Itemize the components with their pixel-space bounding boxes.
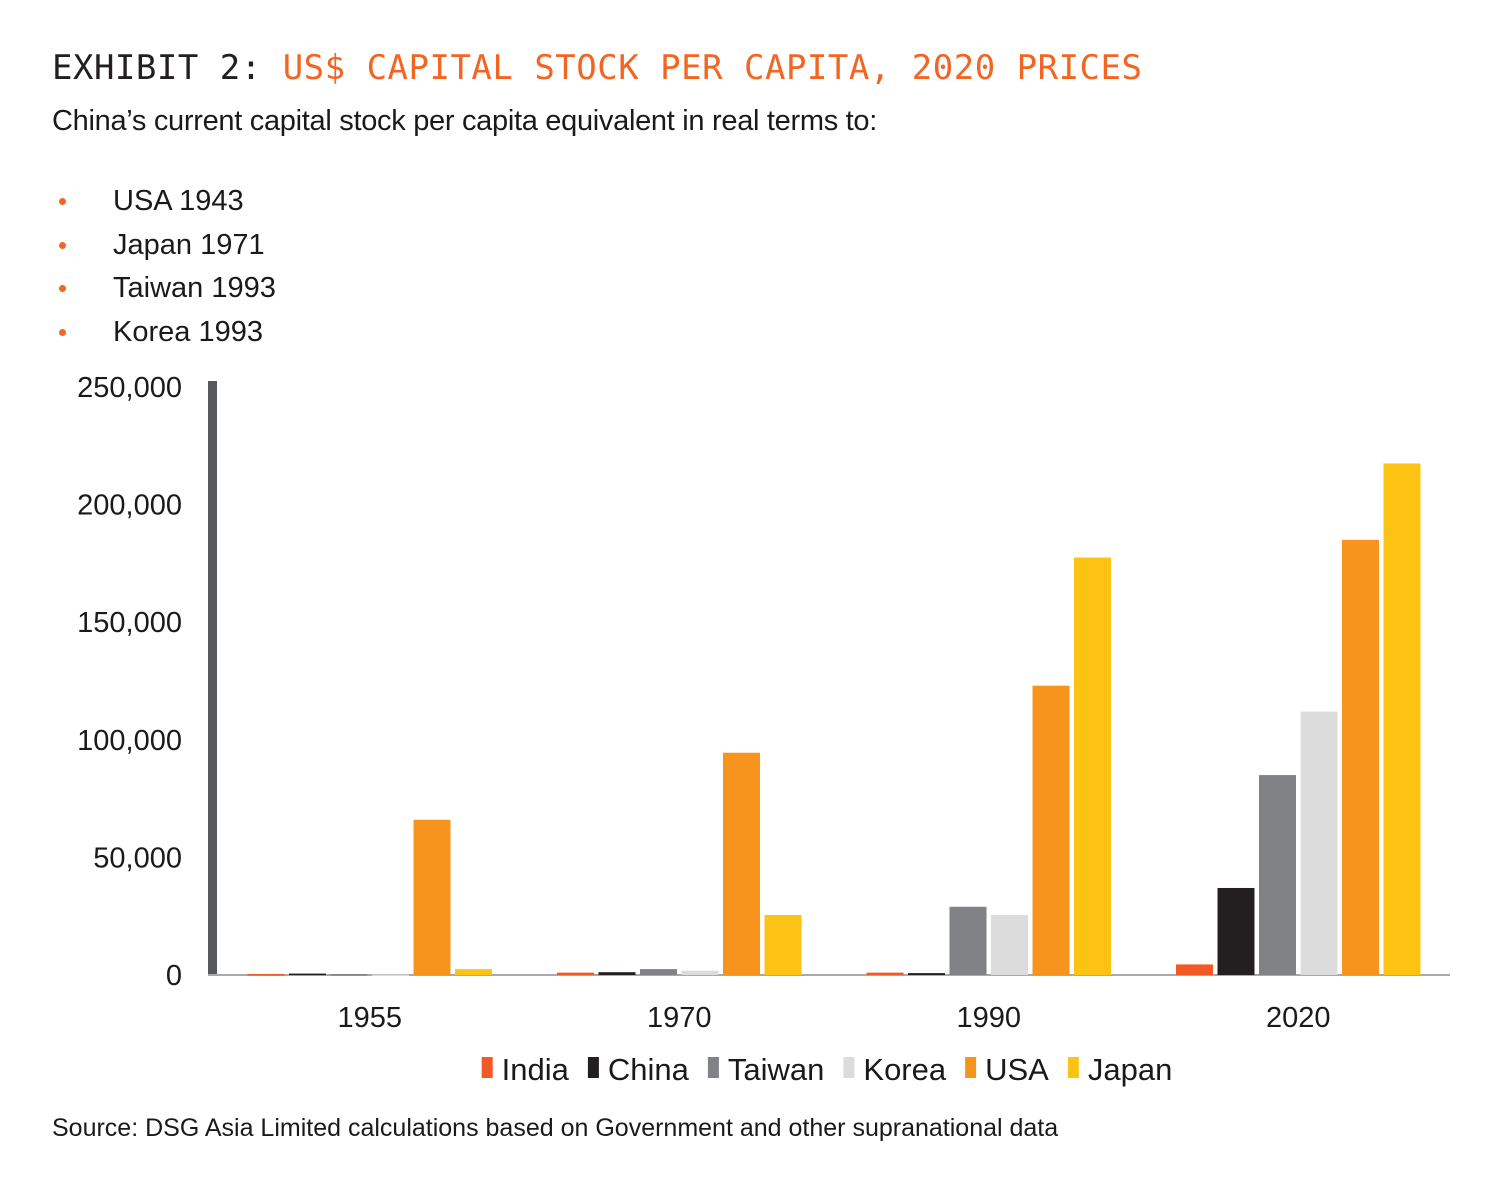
- bar-china-1990: [908, 973, 945, 975]
- bullet-text: Taiwan 1993: [113, 272, 276, 305]
- legend-swatch-taiwan: [707, 1057, 719, 1078]
- bar-china-1970: [598, 972, 636, 975]
- bar-china-1955: [289, 973, 326, 976]
- bullet-dot-icon: [59, 285, 66, 293]
- x-tick-label: 1970: [647, 1002, 712, 1034]
- bar-usa-1955: [413, 819, 451, 975]
- bar-taiwan-1990: [949, 906, 987, 975]
- y-tick-label: 250,000: [77, 372, 182, 404]
- bullet-item: Korea 1993: [55, 311, 276, 355]
- bar-japan-1990: [1074, 557, 1111, 975]
- bullet-text: Japan 1971: [113, 228, 265, 261]
- legend-label: USA: [985, 1052, 1049, 1087]
- x-tick-label: 1990: [956, 1002, 1021, 1034]
- bar-china-2020: [1217, 887, 1255, 975]
- y-tick-label: 200,000: [77, 490, 182, 522]
- y-tick-label: 100,000: [77, 725, 182, 757]
- bar-usa-1970: [723, 752, 760, 975]
- bullet-text: USA 1943: [113, 185, 244, 218]
- bullet-dot-icon: [59, 241, 66, 249]
- source-note: Source: DSG Asia Limited calculations ba…: [52, 1114, 1059, 1142]
- x-tick-label: 1955: [337, 1002, 402, 1034]
- legend-label: Japan: [1088, 1052, 1172, 1087]
- bar-india-1990: [866, 972, 904, 975]
- bar-taiwan-1955: [330, 974, 368, 976]
- legend-swatch-korea: [843, 1057, 855, 1078]
- bullet-dot-icon: [59, 328, 66, 336]
- legend-swatch-china: [587, 1057, 599, 1078]
- bar-india-1970: [557, 972, 594, 975]
- bar-japan-1955: [455, 969, 492, 975]
- exhibit-label: EXHIBIT 2:: [52, 48, 262, 88]
- bullet-item: Taiwan 1993: [55, 267, 276, 311]
- y-tick-label: 50,000: [93, 842, 182, 874]
- legend-swatch-japan: [1067, 1057, 1079, 1078]
- title-text: US$ CAPITAL STOCK PER CAPITA, 2020 PRICE…: [282, 48, 1143, 88]
- bullet-dot-icon: [59, 198, 66, 206]
- bar-usa-1990: [1032, 685, 1070, 975]
- legend-label: Korea: [863, 1052, 946, 1087]
- bullet-item: Japan 1971: [55, 224, 276, 268]
- bar-japan-2020: [1383, 463, 1421, 975]
- bar-korea-2020: [1300, 711, 1338, 975]
- bar-india-2020: [1176, 964, 1213, 975]
- bullet-item: USA 1943: [55, 180, 276, 224]
- bar-korea-1990: [991, 915, 1028, 975]
- bar-korea-1970: [681, 970, 719, 975]
- y-axis-line: [208, 381, 217, 976]
- bar-taiwan-2020: [1259, 775, 1296, 975]
- bar-taiwan-1970: [640, 969, 677, 975]
- bar-india-1955: [247, 974, 285, 976]
- bullet-text: Korea 1993: [113, 315, 263, 348]
- bar-korea-1955: [372, 974, 409, 977]
- y-tick-label: 150,000: [77, 607, 182, 639]
- bar-usa-2020: [1342, 539, 1379, 975]
- bar-japan-1970: [764, 915, 802, 975]
- chart-title: EXHIBIT 2: US$ CAPITAL STOCK PER CAPITA,…: [52, 48, 1142, 88]
- legend-label: Taiwan: [728, 1052, 825, 1087]
- legend-swatch-usa: [965, 1057, 977, 1078]
- chart-subtitle: China’s current capital stock per capita…: [52, 105, 878, 137]
- x-tick-label: 2020: [1266, 1002, 1331, 1034]
- legend-label: China: [608, 1052, 690, 1087]
- y-tick-label: 0: [166, 960, 182, 992]
- legend-swatch-india: [481, 1057, 493, 1078]
- bullet-list: USA 1943 Japan 1971 Taiwan 1993 Korea 1993: [55, 180, 276, 354]
- legend-label: India: [502, 1052, 570, 1087]
